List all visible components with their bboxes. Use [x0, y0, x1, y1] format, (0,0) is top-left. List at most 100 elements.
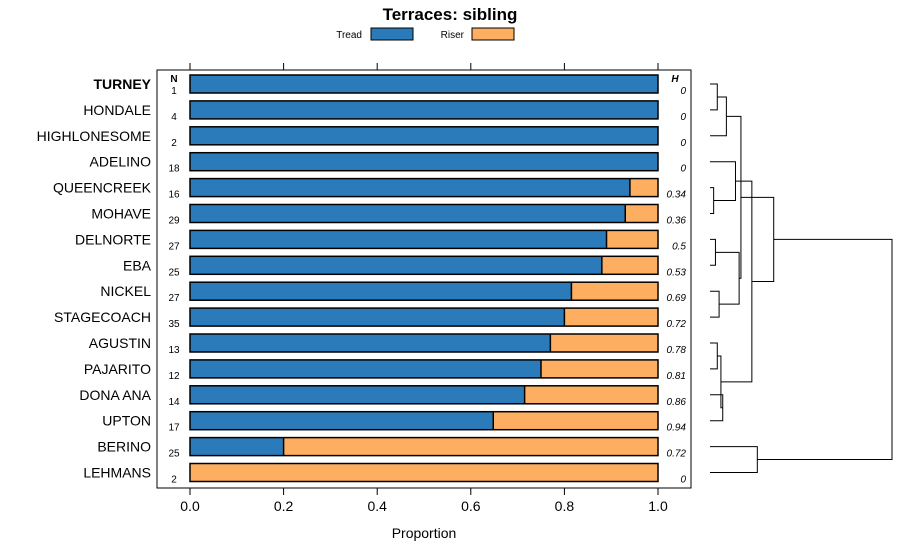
bar-segment-tread: [190, 437, 284, 456]
bar-segment-riser: [493, 411, 658, 430]
category-label: HONDALE: [83, 102, 151, 118]
bar-outline: [189, 229, 659, 250]
bar-row: ADELINO 18 0: [90, 151, 686, 175]
bar-segment-riser: [606, 230, 658, 249]
h-value: 0.94: [667, 423, 687, 434]
n-value: 2: [171, 138, 177, 149]
legend: Tread Riser: [336, 27, 515, 41]
dendrogram-link: [710, 96, 727, 137]
h-value: 0.81: [667, 371, 686, 382]
x-tick-label: 0.4: [367, 498, 387, 514]
h-value: 0: [680, 86, 686, 97]
h-value: 0.53: [667, 267, 687, 278]
bar-outline: [189, 203, 659, 224]
bar-row: QUEENCREEK 16 0.34: [53, 177, 686, 201]
bar-segment-riser: [564, 308, 658, 327]
bar-segment-tread: [190, 282, 572, 301]
h-value: 0: [680, 138, 686, 149]
n-value: 2: [171, 475, 177, 486]
bar-rows: TURNEY 1 0 HONDALE 4 0 HIGHLONESOME 2 0 ADELINO 18…: [37, 74, 687, 486]
h-value: 0.72: [667, 319, 687, 330]
x-tick-label: 0.2: [274, 498, 294, 514]
dendrogram-link: [720, 180, 753, 383]
legend-swatch-tread: [370, 27, 414, 41]
bar-outline: [189, 74, 659, 94]
bar-row: TURNEY 1 0: [93, 74, 686, 97]
dendrogram-link: [740, 196, 775, 282]
x-tick-label: 1.0: [648, 498, 668, 514]
h-value: 0.36: [667, 216, 687, 227]
bar-outline: [189, 255, 659, 276]
bar-row: DONA ANA 14 0.86: [79, 385, 686, 408]
bar-outline: [189, 385, 659, 405]
bar-segment-tread: [190, 411, 494, 430]
category-label: TURNEY: [93, 76, 151, 92]
bar-row: PAJARITO 12 0.81: [84, 359, 686, 382]
n-value: 25: [168, 449, 180, 460]
category-label: PAJARITO: [84, 361, 151, 377]
category-label: LEHMANS: [83, 465, 151, 481]
dendrogram-link: [710, 238, 716, 266]
bar-outline: [189, 126, 659, 146]
legend-swatch-riser: [471, 27, 515, 41]
category-label: UPTON: [102, 413, 151, 429]
dendrogram-link: [710, 342, 718, 370]
bar-segment-tread: [190, 152, 658, 171]
plot-frame: [156, 69, 692, 489]
n-value: 4: [171, 112, 177, 123]
bar-outline: [189, 177, 659, 198]
n-value: 16: [168, 190, 180, 201]
dendrogram-link: [710, 446, 758, 473]
bar-outline: [189, 281, 659, 301]
bar-row: HONDALE 4 0: [83, 100, 686, 123]
n-value: 27: [168, 241, 180, 252]
bar-segment-tread: [190, 100, 658, 119]
n-value: 35: [168, 319, 180, 330]
dendrogram-link: [710, 83, 718, 111]
bar-segment-riser: [625, 204, 658, 223]
x-tick-label: 0.6: [461, 498, 481, 514]
h-value: 0.78: [667, 345, 687, 356]
category-label: AGUSTIN: [89, 335, 151, 351]
n-value: 1: [171, 86, 177, 97]
bar-outline: [189, 333, 659, 353]
bar-outline: [189, 462, 659, 483]
bar-outline: [189, 100, 659, 120]
dendrogram-link: [710, 187, 715, 214]
x-axis: 0.0 0.2 0.4 0.6 0.8 1.0: [180, 63, 668, 514]
category-label: DELNORTE: [75, 231, 151, 247]
category-label: DONA ANA: [79, 387, 151, 403]
x-axis-label: Proportion: [392, 525, 457, 541]
n-value: 18: [168, 164, 180, 175]
bar-segment-riser: [541, 359, 658, 378]
bar-segment-tread: [190, 256, 602, 275]
bar-outline: [189, 436, 659, 457]
bar-row: NICKEL 27 0.69: [100, 281, 687, 304]
category-label: BERINO: [97, 439, 151, 455]
legend-label-tread: Tread: [336, 30, 362, 41]
h-column-header: H: [671, 74, 679, 85]
h-value: 0.5: [672, 241, 686, 252]
n-value: 25: [168, 267, 180, 278]
bar-row: STAGECOACH 35 0.72: [54, 307, 687, 330]
bar-segment-riser: [190, 463, 658, 482]
n-value: 12: [168, 371, 180, 382]
dendrogram: [710, 83, 893, 473]
bar-segment-tread: [190, 178, 630, 197]
n-value: 13: [168, 345, 180, 356]
bar-segment-tread: [190, 308, 565, 327]
bar-outline: [189, 307, 659, 327]
bar-row: HIGHLONESOME 2 0: [37, 126, 686, 149]
category-label: EBA: [123, 257, 152, 273]
bar-segment-tread: [190, 359, 541, 378]
bar-segment-riser: [283, 437, 658, 456]
category-label: ADELINO: [90, 154, 152, 170]
bar-outline: [189, 151, 659, 172]
h-value: 0: [680, 112, 686, 123]
bar-row: AGUSTIN 13 0.78: [89, 333, 687, 356]
bar-segment-tread: [190, 75, 658, 93]
bar-segment-riser: [629, 178, 658, 197]
category-label: HIGHLONESOME: [37, 128, 151, 144]
h-value: 0.69: [667, 293, 687, 304]
